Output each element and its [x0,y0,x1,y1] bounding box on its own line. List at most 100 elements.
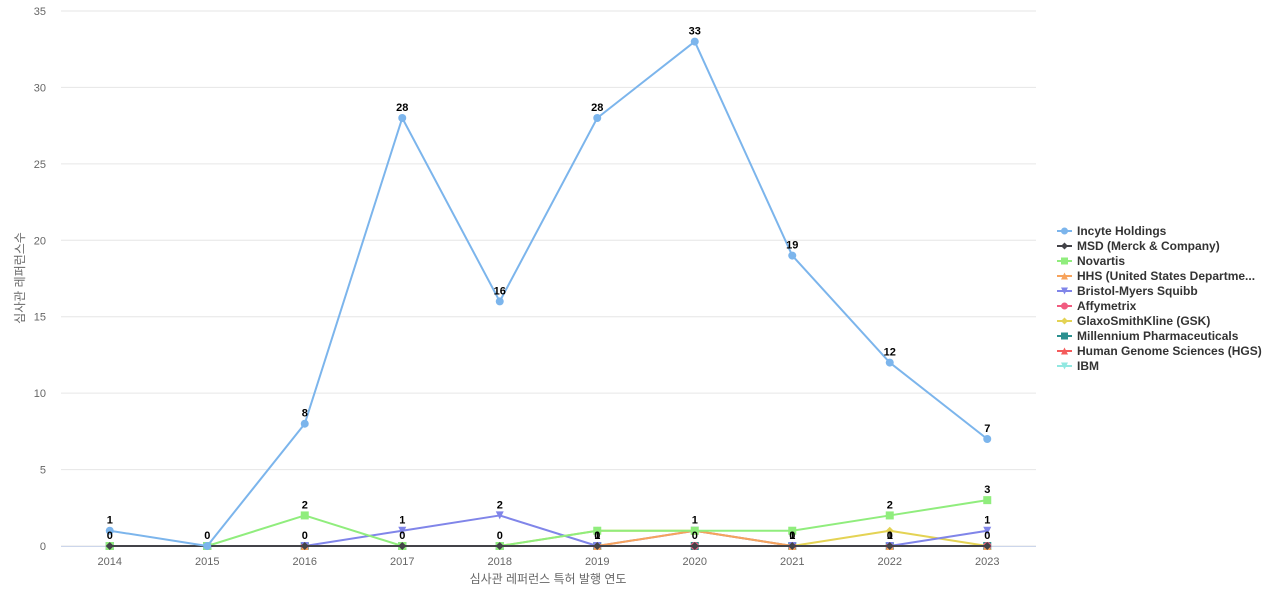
series-lines [105,37,992,550]
data-label: 2 [302,499,308,511]
legend-marker [1061,347,1068,355]
data-point[interactable] [690,37,699,46]
series-1 [105,542,992,550]
legend-item[interactable]: HHS (United States Departme... [1057,269,1255,283]
x-tick-label: 2022 [878,556,902,568]
legend-label: IBM [1077,359,1099,373]
data-label: 12 [884,347,896,359]
data-label: 28 [591,102,603,114]
data-point[interactable] [885,542,894,550]
data-label: 1 [107,515,113,527]
data-point[interactable] [495,542,504,550]
legend-item[interactable]: MSD (Merck & Company) [1057,239,1220,253]
data-label: 0 [302,530,308,542]
x-tick-label: 2019 [585,556,609,568]
data-point[interactable] [690,542,699,550]
y-tick-label: 35 [34,6,46,18]
data-point[interactable] [398,114,407,122]
x-tick-label: 2016 [293,556,317,568]
data-point[interactable] [983,435,992,443]
data-point[interactable] [593,114,602,122]
data-point[interactable] [885,358,894,367]
x-tick-label: 2020 [683,556,707,568]
y-tick-label: 20 [34,235,46,247]
series-4 [105,511,992,550]
data-point[interactable] [788,542,797,550]
data-label: 1 [399,515,405,527]
y-tick-label: 15 [34,312,46,324]
data-point[interactable] [300,419,309,428]
data-label: 33 [689,26,701,38]
data-label: 2 [497,499,503,511]
y-tick-label: 10 [34,388,46,400]
x-tick-label: 2023 [975,556,999,568]
data-label: 1 [594,530,600,542]
data-label: 2 [887,499,893,511]
data-point[interactable] [495,297,504,306]
data-label: 0 [984,530,990,542]
data-label: 16 [494,285,506,297]
data-point[interactable] [885,511,894,520]
data-label: 0 [399,530,405,542]
data-label: 3 [984,484,990,496]
data-point[interactable] [203,542,212,550]
x-axis-title: 심사관 레퍼런스 특허 발행 연도 [470,571,627,586]
legend-marker [1061,272,1068,280]
x-tick-label: 2021 [780,556,804,568]
y-axis-title: 심사관 레퍼런스수 [13,232,27,324]
data-label: 1 [984,515,990,527]
legend-label: Bristol-Myers Squibb [1077,284,1198,298]
legend-label: GlaxoSmithKline (GSK) [1077,314,1210,328]
legend-label: Millennium Pharmaceuticals [1077,329,1239,343]
legend-item[interactable]: Bristol-Myers Squibb [1057,284,1198,298]
series-2 [105,496,992,550]
legend-item[interactable]: Human Genome Sciences (HGS) [1057,344,1262,358]
data-point[interactable] [593,542,602,550]
x-tick-label: 2014 [98,556,122,568]
data-point[interactable] [398,542,407,550]
data-point[interactable] [690,526,699,535]
data-point[interactable] [983,542,992,550]
y-tick-label: 0 [40,541,46,553]
data-point[interactable] [300,511,309,520]
series-line[interactable] [108,499,989,547]
data-label: 0 [497,530,503,542]
data-point[interactable] [593,526,602,535]
data-point[interactable] [105,542,114,550]
legend-item[interactable]: IBM [1057,359,1099,373]
legend-item[interactable]: Millennium Pharmaceuticals [1057,329,1239,343]
x-tick-label: 2018 [488,556,512,568]
data-point[interactable] [983,526,992,535]
data-point[interactable] [398,526,407,535]
legend-marker [1061,332,1068,340]
data-label: 0 [789,530,795,542]
data-label: 1 [789,530,795,542]
x-tick-label: 2015 [195,556,219,568]
legend-item[interactable]: Incyte Holdings [1057,224,1167,238]
legend-marker [1061,362,1068,370]
data-label: 1 [692,515,698,527]
legend-item[interactable]: Novartis [1057,254,1125,268]
data-label: 0 [887,530,893,542]
data-label: 7 [984,423,990,435]
series-0 [105,37,992,550]
data-point[interactable] [105,526,114,535]
series-line[interactable] [108,40,989,547]
legend-item[interactable]: GlaxoSmithKline (GSK) [1057,314,1210,328]
legend-label: Incyte Holdings [1077,224,1167,238]
data-point[interactable] [983,496,992,505]
data-point[interactable] [495,511,504,520]
data-point[interactable] [788,251,797,260]
data-point[interactable] [788,526,797,535]
y-tick-label: 25 [34,159,46,171]
data-label: 28 [396,102,408,114]
data-label: 0 [204,530,210,542]
data-point[interactable] [885,526,894,535]
legend-item[interactable]: Affymetrix [1057,299,1137,313]
data-point[interactable] [300,542,309,550]
legend-marker [1061,287,1068,295]
